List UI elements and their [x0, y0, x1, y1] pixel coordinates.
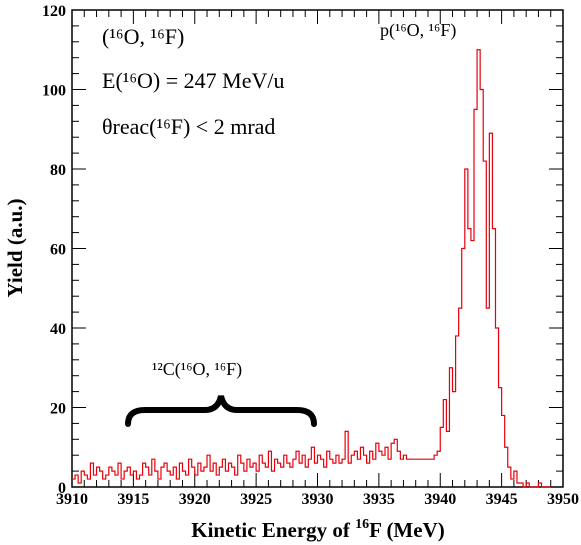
beam-energy-label: E(¹⁶O) = 247 MeV/u: [102, 68, 284, 93]
y-tick-label: 100: [42, 83, 66, 100]
angle-cut-label: θreac(¹⁶F) < 2 mrad: [102, 114, 275, 139]
x-tick-label: 3930: [302, 491, 334, 508]
reaction-label: (¹⁶O, ¹⁶F): [102, 24, 184, 49]
x-tick-label: 3945: [486, 491, 518, 508]
axis-ticks: [71, 9, 564, 488]
y-tick-label: 120: [42, 3, 66, 20]
y-tick-label: 40: [50, 321, 66, 338]
x-tick-label: 3915: [117, 491, 149, 508]
x-tick-label: 3910: [56, 491, 88, 508]
peak-label: p(¹⁶O, ¹⁶F): [380, 20, 456, 41]
x-tick-labels: 3910 3915 3920 3925 3930 3935 3940 3945 3950: [56, 491, 579, 508]
x-tick-label: 3920: [179, 491, 211, 508]
x-tick-label: 3940: [424, 491, 456, 508]
y-tick-label: 0: [58, 480, 66, 497]
curly-brace: [125, 395, 317, 427]
carbon-label: ¹²C(¹⁶O, ¹⁶F): [152, 359, 242, 380]
y-axis-title: Yield (a.u.): [3, 199, 27, 298]
x-tick-label: 3935: [363, 491, 395, 508]
y-tick-label: 60: [50, 242, 66, 259]
x-tick-label: 3925: [240, 491, 272, 508]
y-tick-label: 20: [50, 401, 66, 418]
x-tick-label: 3950: [547, 491, 579, 508]
y-tick-label: 80: [50, 162, 66, 179]
histogram-line: [72, 49, 551, 488]
x-axis-title: Kinetic Energy of 16F (MeV): [191, 517, 444, 542]
y-tick-labels: 0 20 40 60 80 100 120: [42, 3, 66, 497]
